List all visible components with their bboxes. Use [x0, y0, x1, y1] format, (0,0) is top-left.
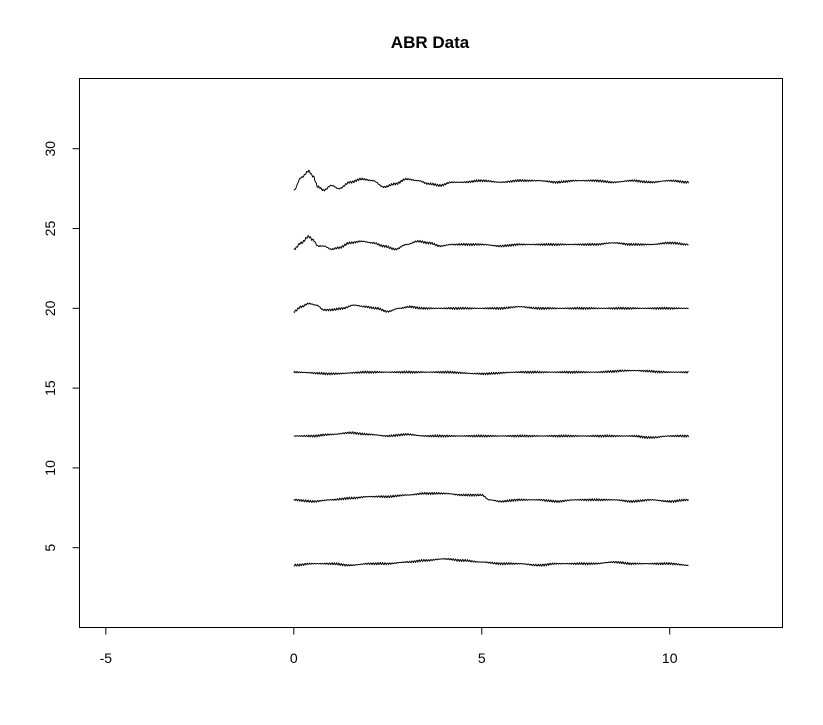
y-tick-label: 5 [42, 544, 58, 552]
traces [293, 169, 689, 567]
trace-line [293, 235, 689, 251]
y-tick-label: 15 [42, 380, 58, 396]
trace-line [293, 369, 689, 376]
y-tick-label: 20 [42, 300, 58, 316]
y-tick-label: 25 [42, 221, 58, 237]
x-tick-label: -5 [100, 650, 113, 666]
y-tick-label: 30 [42, 141, 58, 157]
trace-line [293, 431, 689, 439]
x-tick-label: 0 [290, 650, 298, 666]
x-tick-label: 5 [478, 650, 486, 666]
plot-frame [79, 78, 783, 628]
trace-line [293, 169, 689, 192]
trace-line [293, 302, 689, 313]
trace-line [293, 557, 689, 567]
chart-title: ABR Data [391, 33, 470, 52]
x-tick-label: 10 [662, 650, 678, 666]
y-axis: 5 10 15 20 25 30 [42, 141, 80, 552]
trace-line [293, 491, 689, 504]
y-tick-label: 10 [42, 460, 58, 476]
x-axis: -5 0 5 10 [100, 627, 678, 666]
